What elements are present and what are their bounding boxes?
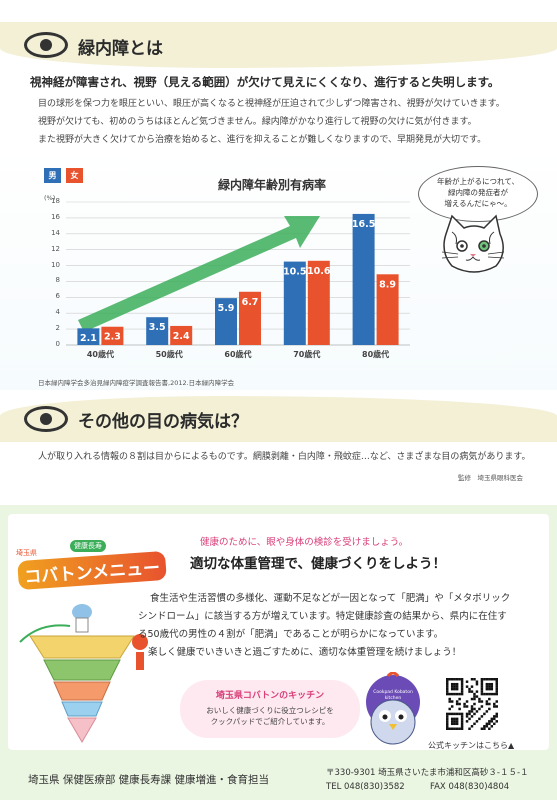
section2-header-band: [0, 396, 557, 442]
chart-source: 日本緑内障学会多治見緑内障疫学調査報告書,2012.日本緑内障学会: [38, 379, 235, 387]
y-tick-label: 8: [55, 276, 60, 285]
section1-header-band: [0, 22, 557, 68]
health-body-line: 食生活や生活習慣の多様化、運動不足などが一因となって「肥満」や「メタボリック: [150, 593, 511, 604]
mascot-arc-label: Cookpad Kobaton kitchen: [373, 690, 413, 701]
logo-badge: 健康長寿: [70, 540, 106, 552]
x-category-label: 40歳代: [86, 350, 114, 359]
bubble-line: 緑内障の発症者が: [448, 188, 508, 197]
section1-paragraph: 目の球形を保つ力を眼圧といい、眼圧が高くなると視神経が圧迫されて少しずつ障害され…: [38, 99, 505, 109]
qr-code[interactable]: [446, 678, 498, 730]
kitchen-text-line: クックパッドでご紹介しています。: [210, 717, 330, 726]
health-body-line: シンドローム」に該当する方が増えています。特定健康診査の結果から、県内に在住す: [138, 611, 507, 622]
bar-value-label: 16.5: [352, 219, 375, 230]
bar-value-label: 3.5: [149, 322, 166, 333]
cat-illustration: [441, 214, 505, 273]
bar-male: [215, 298, 237, 345]
section1-lead: 視神経が障害され、視野（見える範囲）が欠けて見えにくくなり、進行すると失明します…: [30, 75, 500, 89]
bubble-line: 増えるんだにゃ～。: [444, 199, 512, 208]
footer-tel: TEL 048(830)3582: [326, 782, 405, 792]
x-category-label: 60歳代: [224, 350, 252, 359]
footer-address: 〒330-9301 埼玉県さいたま市浦和区高砂３-１５-１: [326, 768, 529, 778]
bar-female: [307, 260, 330, 345]
health-body-line: る50歳代の男性の４割が「肥満」であることが明らかになっています。: [138, 629, 444, 640]
footer-department: 埼玉県 保健医療部 健康長寿課 健康増進・食育担当: [28, 774, 270, 786]
bar-male: [146, 317, 169, 345]
y-tick-label: 14: [51, 228, 60, 237]
bar-female: [101, 326, 124, 345]
bar-male: [352, 213, 375, 345]
y-tick-label: 0: [55, 340, 60, 348]
bar-male: [283, 261, 306, 345]
health-body-line: 楽しく健康でいきいきと過ごすために、適切な体重管理を続けましょう！: [148, 647, 462, 658]
y-tick-label: 4: [55, 308, 60, 317]
section1-paragraph: また視野が大きく欠けてから治療を始めると、進行を抑えることが難しくなりますので、…: [38, 135, 487, 145]
y-axis-unit: (%): [44, 194, 56, 202]
bubble-line: 年齢が上がるにつれて、: [437, 177, 519, 186]
bar-value-label: 10.6: [307, 266, 331, 277]
section2-body: 人が取り入れる情報の８割は目からによるものです。網膜剥離・白内障・飛蚊症…など、…: [38, 452, 531, 462]
y-tick-label: 12: [51, 244, 60, 253]
cat-speech-bubble: 年齢が上がるにつれて、 緑内障の発症者が 増えるんだにゃ～。: [418, 166, 538, 222]
footer-fax: FAX 048(830)4804: [430, 782, 510, 792]
section1-title: 緑内障とは: [78, 39, 163, 59]
kitchen-text-line: おいしく健康づくりに役立つレシピを: [206, 706, 334, 715]
x-category-label: 70歳代: [293, 350, 321, 359]
bar-female: [170, 325, 193, 345]
bar-female: [239, 291, 261, 345]
eye-icon: [24, 32, 68, 58]
section1-paragraph: 視野が欠けても、初めのうちはほとんど気づきません。緑内障がかなり進行して視野の欠…: [38, 117, 477, 127]
y-tick-label: 16: [51, 212, 60, 221]
y-tick-label: 10: [51, 260, 60, 269]
x-category-label: 50歳代: [155, 350, 183, 359]
section2-title: その他の目の病気は？: [78, 412, 248, 432]
bar-value-label: 2.3: [104, 332, 121, 343]
bar-value-label: 6.7: [242, 297, 259, 308]
chart-title: 緑内障年齢別有病率: [218, 178, 327, 192]
health-kicker: 健康のために、眼や身体の検診を受けましょう。: [200, 537, 409, 548]
logo-small-label: 埼玉県: [16, 549, 37, 557]
kitchen-title: 埼玉県コバトンのキッチン: [215, 691, 325, 701]
bar-value-label: 10.5: [283, 267, 306, 278]
footer: [0, 757, 557, 800]
y-tick-label: 18: [51, 197, 60, 205]
kitchen-callout[interactable]: 埼玉県コバトンのキッチン おいしく健康づくりに役立つレシピを クックパッドでご紹…: [180, 680, 360, 738]
qr-caption: 公式キッチンはこちら▲: [428, 741, 515, 750]
bar-value-label: 8.9: [379, 279, 396, 290]
bar-value-label: 5.9: [218, 303, 235, 314]
trend-arrow: [78, 216, 320, 332]
legend-female: 女: [66, 168, 83, 183]
y-tick-label: 2: [55, 324, 60, 333]
bar-value-label: 2.1: [80, 333, 97, 344]
kobaton-mascot-illustration: [366, 672, 420, 745]
health-headline: 適切な体重管理で、健康づくりをしよう！: [190, 556, 446, 572]
legend-male: 男: [44, 168, 61, 183]
y-tick-label: 6: [55, 292, 60, 301]
eye-icon: [24, 406, 68, 432]
bar-male: [77, 328, 100, 345]
kobaton-menu-logo: 埼玉県 健康長寿 コバトンメニュー: [12, 540, 182, 591]
bar-value-label: 2.4: [173, 331, 190, 342]
food-pyramid-illustration: [19, 604, 148, 743]
supervisor-credit: 監修 埼玉県眼科医会: [458, 474, 523, 482]
x-category-label: 80歳代: [362, 350, 390, 359]
bar-female: [376, 274, 399, 345]
prevalence-chart: 2.1 2.3 3.5 2.4 5.9 6.7 10.5 10.6 16.5 8.9: [66, 201, 410, 346]
